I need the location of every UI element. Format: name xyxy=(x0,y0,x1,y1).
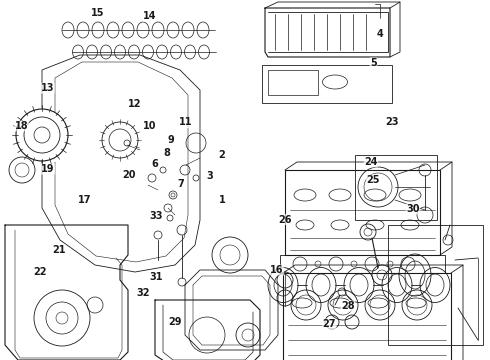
Text: 25: 25 xyxy=(367,175,380,185)
Text: 26: 26 xyxy=(278,215,292,225)
Text: 27: 27 xyxy=(322,319,336,329)
Text: 3: 3 xyxy=(206,171,213,181)
Text: 19: 19 xyxy=(41,164,55,174)
Text: 32: 32 xyxy=(137,288,150,298)
Text: 11: 11 xyxy=(178,117,192,127)
Text: 24: 24 xyxy=(364,157,378,167)
Bar xyxy=(280,255,445,273)
Bar xyxy=(262,65,392,103)
Text: 23: 23 xyxy=(385,117,399,127)
Bar xyxy=(268,70,318,95)
Text: 15: 15 xyxy=(91,8,105,18)
Text: 12: 12 xyxy=(128,99,142,109)
Text: 21: 21 xyxy=(52,245,66,255)
Bar xyxy=(285,170,440,255)
Text: 16: 16 xyxy=(270,265,284,275)
Text: 17: 17 xyxy=(77,195,91,205)
Text: 9: 9 xyxy=(167,135,174,145)
Bar xyxy=(388,225,483,345)
Text: 28: 28 xyxy=(341,301,355,311)
Text: 18: 18 xyxy=(15,121,28,131)
Text: 2: 2 xyxy=(219,150,225,160)
Text: 30: 30 xyxy=(406,204,420,214)
Text: 22: 22 xyxy=(33,267,47,277)
Text: 20: 20 xyxy=(122,170,136,180)
Text: 6: 6 xyxy=(151,159,158,169)
Text: 5: 5 xyxy=(370,58,377,68)
Text: 1: 1 xyxy=(219,195,225,205)
Text: 14: 14 xyxy=(143,11,156,21)
Text: 8: 8 xyxy=(163,148,170,158)
Bar xyxy=(355,155,437,220)
Text: 10: 10 xyxy=(143,121,156,131)
Bar xyxy=(283,273,451,360)
Text: 31: 31 xyxy=(149,272,163,282)
Text: 33: 33 xyxy=(149,211,163,221)
Text: 4: 4 xyxy=(376,29,383,39)
Text: 13: 13 xyxy=(41,83,54,93)
Text: 7: 7 xyxy=(177,179,184,189)
Text: 29: 29 xyxy=(169,317,182,327)
